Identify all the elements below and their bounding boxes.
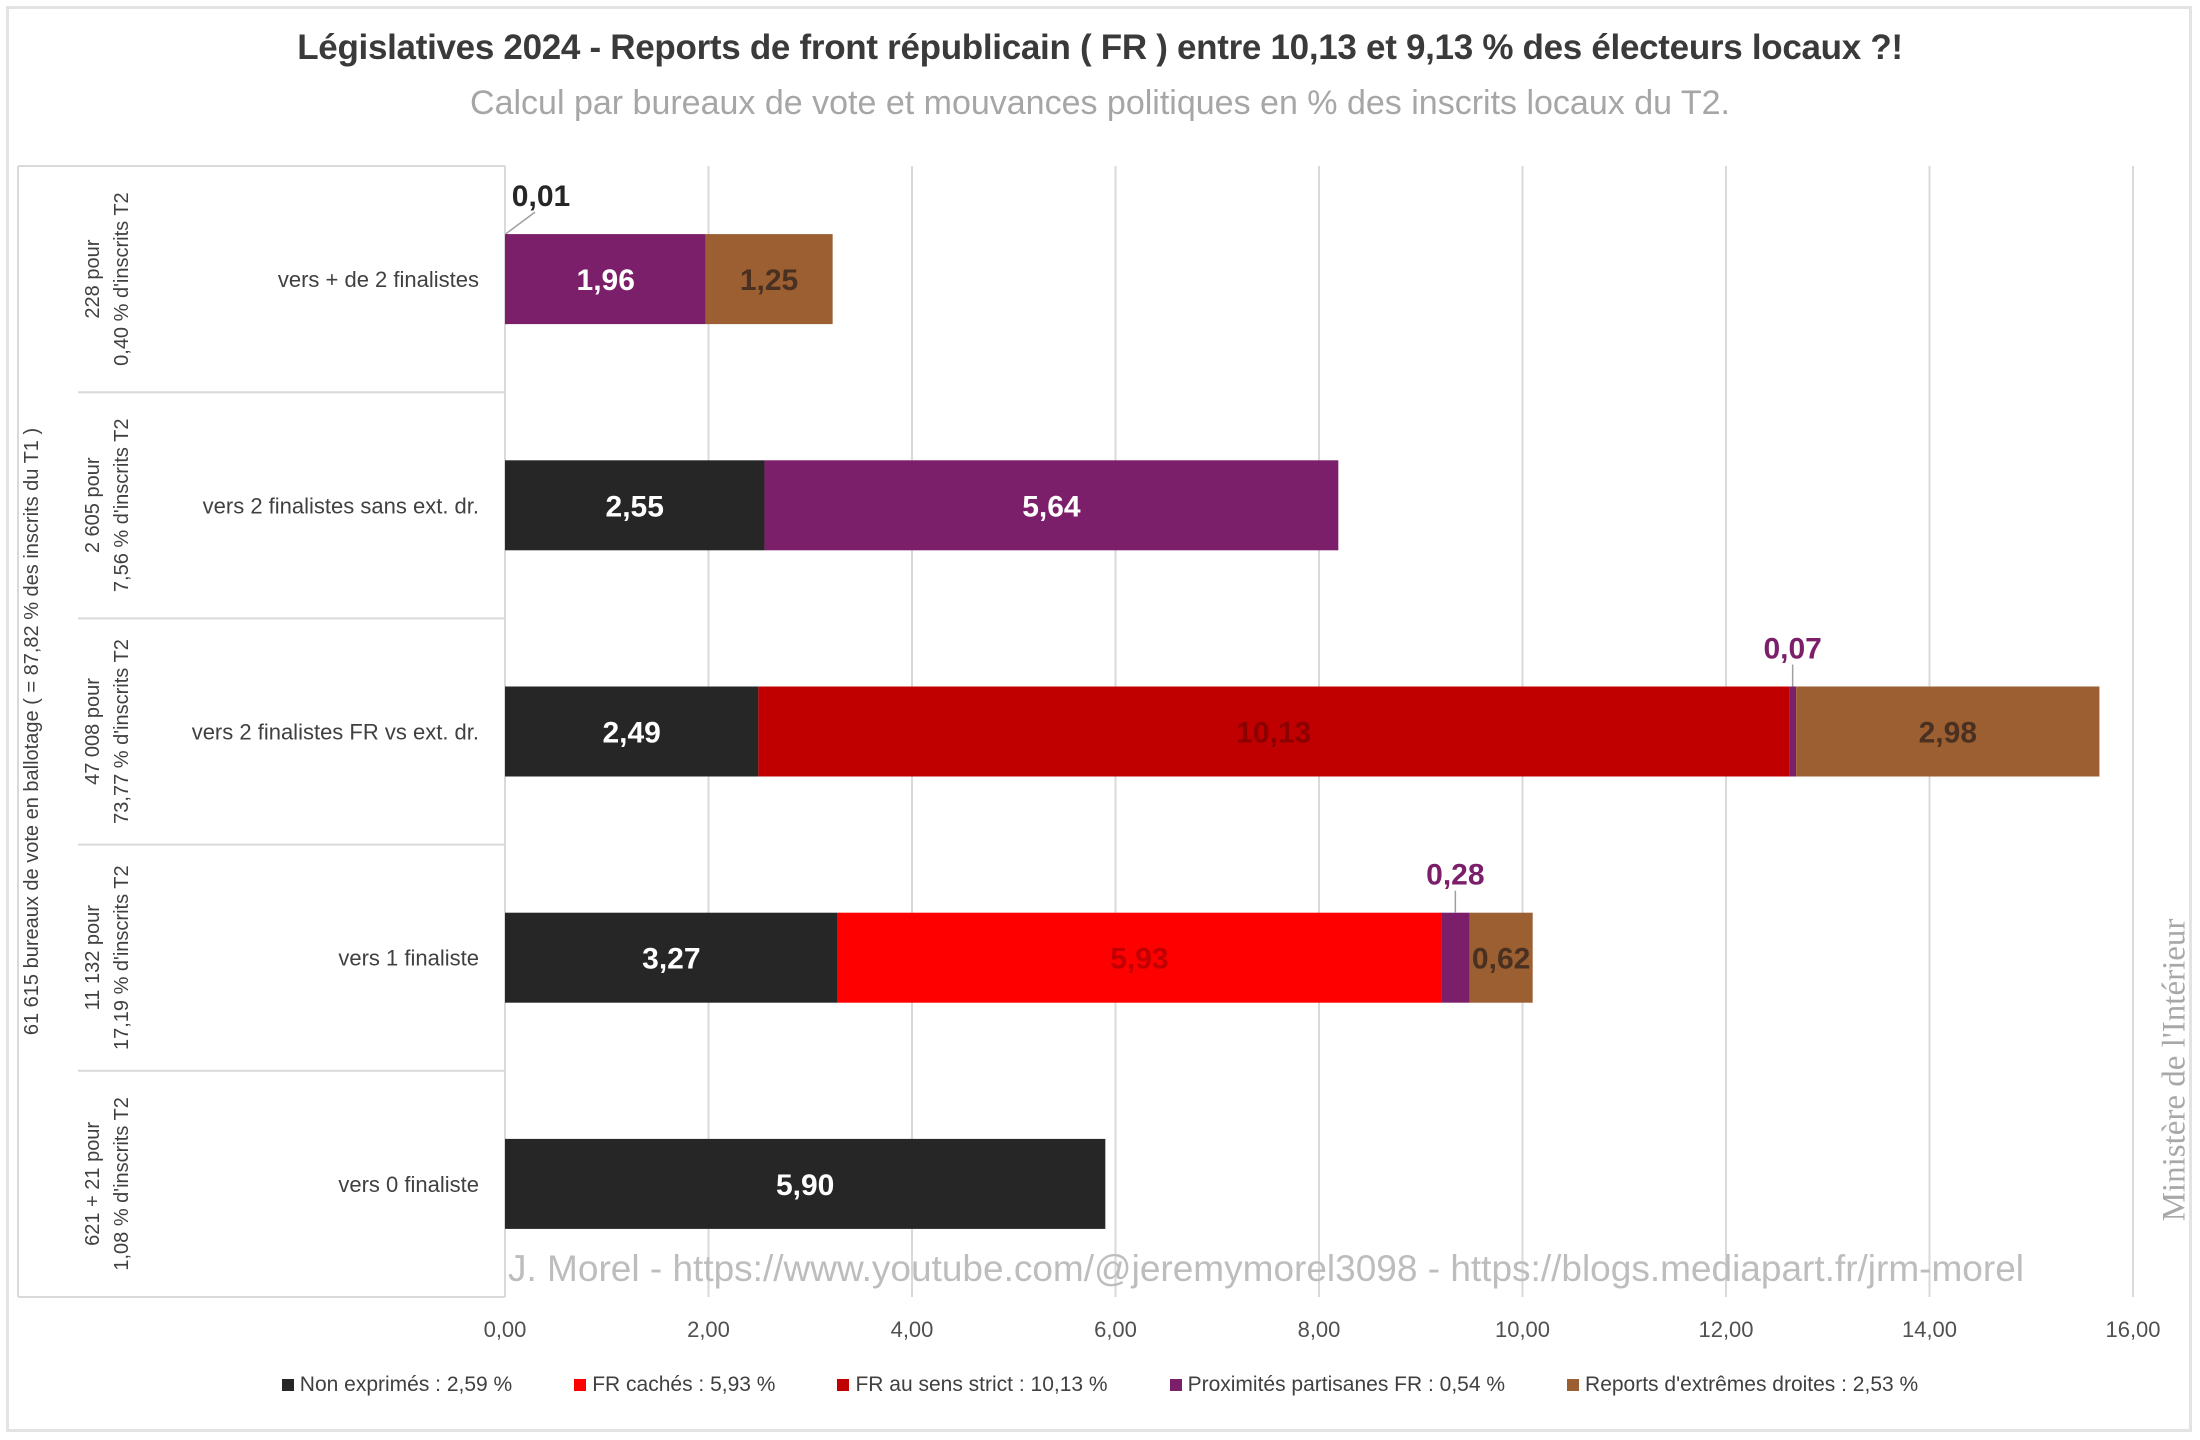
legend-item-proximites: Proximités partisanes FR : 0,54 % bbox=[1169, 1373, 1506, 1397]
group-count-label: 228 pour bbox=[82, 239, 104, 318]
x-tick-label: 0,00 bbox=[484, 1317, 527, 1342]
bar-segment bbox=[1789, 686, 1797, 777]
data-label: 10,13 bbox=[1236, 717, 1311, 750]
group-share-label: 0,40 % d'inscrits T2 bbox=[111, 192, 133, 366]
data-label: 3,27 bbox=[642, 943, 700, 976]
outer-group-label: 61 615 bureaux de vote en ballotage ( = … bbox=[21, 428, 43, 1035]
legend-label: Reports d'extrêmes droites : 2,53 % bbox=[1585, 1373, 1919, 1396]
chart-subtitle: Calcul par bureaux de vote et mouvances … bbox=[470, 84, 1730, 122]
legend-swatch bbox=[574, 1379, 587, 1391]
bar-segment bbox=[837, 912, 1442, 1003]
bar-segment bbox=[705, 234, 833, 325]
group-count-label: 2 605 pour bbox=[82, 457, 104, 553]
legend-item-extremes: Reports d'extrêmes droites : 2,53 % bbox=[1567, 1373, 1918, 1397]
bar-segment bbox=[505, 686, 759, 777]
group-share-label: 73,77 % d'inscrits T2 bbox=[111, 639, 133, 824]
data-label: 0,62 bbox=[1472, 943, 1530, 976]
category-label: vers 2 finalistes sans ext. dr. bbox=[203, 493, 479, 518]
chart-title: Législatives 2024 - Reports de front rép… bbox=[297, 28, 1903, 67]
legend-item-fr-strict: FR au sens strict : 10,13 % bbox=[837, 1373, 1108, 1397]
data-label: 1,25 bbox=[740, 264, 798, 297]
category-label: vers 0 finaliste bbox=[338, 1172, 479, 1197]
x-tick-label: 2,00 bbox=[687, 1317, 730, 1342]
legend-item-fr-caches: FR cachés : 5,93 % bbox=[574, 1373, 775, 1397]
category-label: vers 2 finalistes FR vs ext. dr. bbox=[192, 720, 479, 745]
data-label: 5,93 bbox=[1110, 943, 1168, 976]
data-label: 2,55 bbox=[606, 490, 664, 523]
group-count-label: 11 132 pour bbox=[82, 905, 104, 1011]
x-tick-label: 14,00 bbox=[1902, 1317, 1957, 1342]
bar-segment bbox=[1796, 686, 2100, 777]
x-tick-label: 8,00 bbox=[1298, 1317, 1341, 1342]
bar-segment bbox=[505, 1138, 1106, 1229]
callout-line bbox=[505, 211, 536, 235]
legend-swatch bbox=[837, 1379, 850, 1391]
group-share-label: 17,19 % d'inscrits T2 bbox=[111, 865, 133, 1050]
bar-segment bbox=[764, 460, 1339, 551]
legend-swatch bbox=[281, 1379, 294, 1391]
bar-segment bbox=[1441, 912, 1470, 1003]
x-tick-label: 6,00 bbox=[1094, 1317, 1137, 1342]
legend-swatch bbox=[1169, 1379, 1182, 1391]
category-label: vers 1 finaliste bbox=[338, 946, 479, 971]
chart-legend: Non exprimés : 2,59 % FR cachés : 5,93 %… bbox=[0, 1373, 2200, 1397]
legend-label: Non exprimés : 2,59 % bbox=[299, 1373, 513, 1396]
source-credit: Ministère de l'Intérieur bbox=[2156, 918, 2193, 1222]
data-label: 1,96 bbox=[577, 264, 635, 297]
legend-item-non-exprimes: Non exprimés : 2,59 % bbox=[281, 1373, 513, 1397]
bar-segment bbox=[505, 912, 838, 1003]
bar-segment bbox=[506, 234, 706, 325]
x-tick-label: 16,00 bbox=[2105, 1317, 2160, 1342]
group-count-label: 47 008 pour bbox=[82, 678, 104, 785]
legend-label: FR au sens strict : 10,13 % bbox=[855, 1373, 1108, 1396]
data-label: 0,01 bbox=[512, 180, 570, 213]
legend-label: Proximités partisanes FR : 0,54 % bbox=[1187, 1373, 1506, 1396]
group-share-label: 7,56 % d'inscrits T2 bbox=[111, 419, 133, 593]
group-count-label: 621 + 21 pour bbox=[82, 1122, 104, 1246]
data-label: 0,28 bbox=[1426, 859, 1484, 892]
category-label: vers + de 2 finalistes bbox=[278, 267, 479, 292]
x-tick-label: 4,00 bbox=[891, 1317, 934, 1342]
data-label: 0,07 bbox=[1763, 633, 1821, 666]
bar-segment bbox=[1469, 912, 1533, 1003]
legend-swatch bbox=[1567, 1379, 1580, 1391]
data-label: 5,90 bbox=[776, 1169, 834, 1202]
data-label: 2,49 bbox=[602, 717, 660, 750]
data-label: 2,98 bbox=[1919, 717, 1977, 750]
x-tick-label: 12,00 bbox=[1698, 1317, 1753, 1342]
bar-segment bbox=[758, 686, 1790, 777]
legend-label: FR cachés : 5,93 % bbox=[592, 1373, 776, 1396]
x-tick-label: 10,00 bbox=[1495, 1317, 1550, 1342]
bar-segment bbox=[505, 460, 765, 551]
author-watermark: J. Morel - https://www.youtube.com/@jere… bbox=[508, 1248, 2025, 1289]
group-share-label: 1,08 % d'inscrits T2 bbox=[111, 1097, 133, 1271]
data-label: 5,64 bbox=[1022, 490, 1081, 523]
